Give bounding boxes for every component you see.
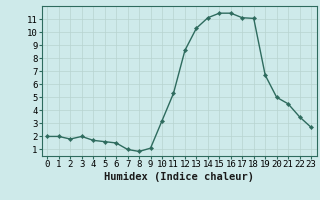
X-axis label: Humidex (Indice chaleur): Humidex (Indice chaleur) [104, 172, 254, 182]
